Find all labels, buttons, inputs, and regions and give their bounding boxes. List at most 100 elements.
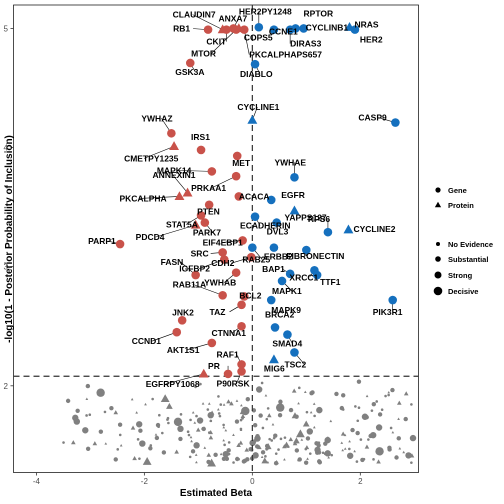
point-label: PIK3R1 xyxy=(373,307,403,317)
nonsig-point xyxy=(324,450,331,457)
nonsig-point xyxy=(219,452,223,456)
nonsig-point xyxy=(372,458,375,461)
nonsig-point xyxy=(346,452,354,459)
nonsig-point xyxy=(222,423,225,427)
y-axis: 2 3 4 5 xyxy=(4,24,14,391)
nonsig-point xyxy=(294,414,299,419)
nonsig-point xyxy=(264,443,270,449)
nonsig-point xyxy=(177,425,184,433)
nonsig-point xyxy=(256,436,259,439)
data-point xyxy=(268,354,279,364)
nonsig-point xyxy=(260,450,266,455)
data-point xyxy=(204,200,214,210)
nonsig-point xyxy=(271,423,275,426)
nonsig-point xyxy=(201,402,205,405)
data-point xyxy=(196,145,206,155)
nonsig-point xyxy=(65,398,71,404)
nonsig-point xyxy=(158,413,161,417)
point-label: PKCALPHA xyxy=(119,193,166,203)
nonsig-point xyxy=(334,391,339,397)
nonsig-point xyxy=(377,412,383,417)
nonsig-point xyxy=(252,452,259,459)
nonsig-point xyxy=(237,457,240,461)
nonsig-point xyxy=(268,437,271,441)
nonsig-point xyxy=(403,416,408,422)
point-label: STAT5A xyxy=(166,219,198,229)
data-point xyxy=(269,243,279,252)
nonsig-point xyxy=(193,421,197,424)
data-point xyxy=(289,205,300,215)
nonsig-point xyxy=(207,458,217,467)
data-point xyxy=(218,248,227,257)
point-label: COPS5 xyxy=(244,32,273,42)
nonsig-point xyxy=(116,448,120,451)
label-leader xyxy=(192,14,223,30)
nonsig-point xyxy=(75,408,80,413)
label-leader xyxy=(176,170,212,172)
nonsig-point xyxy=(194,385,197,389)
nonsig-point xyxy=(360,457,365,463)
nonsig-point xyxy=(315,450,320,455)
nonsig-point xyxy=(167,421,170,425)
nonsig-point xyxy=(387,390,391,394)
nonsig-point xyxy=(292,441,298,446)
nonsig-point xyxy=(309,391,314,396)
data-point xyxy=(234,192,244,201)
point-label: EGFR xyxy=(281,190,305,200)
nonsig-point xyxy=(187,433,191,437)
point-label: DIABLO xyxy=(240,69,273,79)
nonsig-point xyxy=(113,410,119,415)
point-label: FIBRONECTIN xyxy=(286,251,344,261)
point-label: CMETPY1235 xyxy=(124,153,179,163)
nonsig-point xyxy=(206,452,212,457)
point-label: PDCD4 xyxy=(136,232,165,242)
x-tick-label: 2 xyxy=(358,477,363,486)
nonsig-point xyxy=(132,456,137,461)
legend-circle-key xyxy=(435,187,441,193)
x-tick-label: 0 xyxy=(250,477,255,486)
nonsig-point xyxy=(297,457,302,462)
nonsignificant-points xyxy=(62,379,417,467)
nonsig-point xyxy=(391,430,395,434)
nonsig-point xyxy=(359,438,363,441)
data-point xyxy=(190,219,201,229)
data-point xyxy=(196,211,206,220)
y-tick-label: 2 xyxy=(4,382,9,391)
point-label: JNK2 xyxy=(172,307,194,317)
point-label: RAB25 xyxy=(242,255,270,265)
data-point xyxy=(290,348,299,357)
nonsig-point xyxy=(264,455,267,458)
point-label: ECADHERIN xyxy=(240,221,291,231)
data-point xyxy=(207,338,217,348)
nonsig-point xyxy=(224,428,228,432)
point-label: EGFRPY1068 xyxy=(146,379,200,389)
point-label: CLAUDIN7 xyxy=(173,10,216,20)
nonsig-point xyxy=(304,447,308,451)
nonsig-point xyxy=(222,403,226,406)
nonsig-point xyxy=(283,458,286,461)
data-point xyxy=(350,25,360,34)
nonsig-point xyxy=(173,417,183,427)
label-leader xyxy=(155,224,196,238)
nonsig-point xyxy=(390,387,395,393)
nonsig-point xyxy=(409,434,417,442)
legend-type-label: Gene xyxy=(448,186,467,195)
data-point xyxy=(285,25,295,34)
nonsig-point xyxy=(161,450,167,455)
label-leader xyxy=(192,283,223,296)
nonsig-point xyxy=(160,394,170,403)
x-tick-label: -4 xyxy=(33,477,41,486)
point-label: P90RSK xyxy=(217,379,251,389)
nonsig-point xyxy=(136,421,143,428)
nonsig-point xyxy=(257,444,262,450)
data-point xyxy=(219,255,229,264)
nonsig-point xyxy=(218,414,222,418)
nonsig-point xyxy=(238,440,244,445)
nonsig-point xyxy=(384,394,387,398)
nonsig-point xyxy=(356,419,360,423)
nonsig-point xyxy=(216,408,220,411)
nonsig-point xyxy=(222,438,226,442)
point-labels: CLAUDIN7 ANXA7 RB1 CKIT COPS5 MTOR GSK3A PKCALP… xyxy=(88,6,403,389)
significant-points xyxy=(115,22,400,379)
